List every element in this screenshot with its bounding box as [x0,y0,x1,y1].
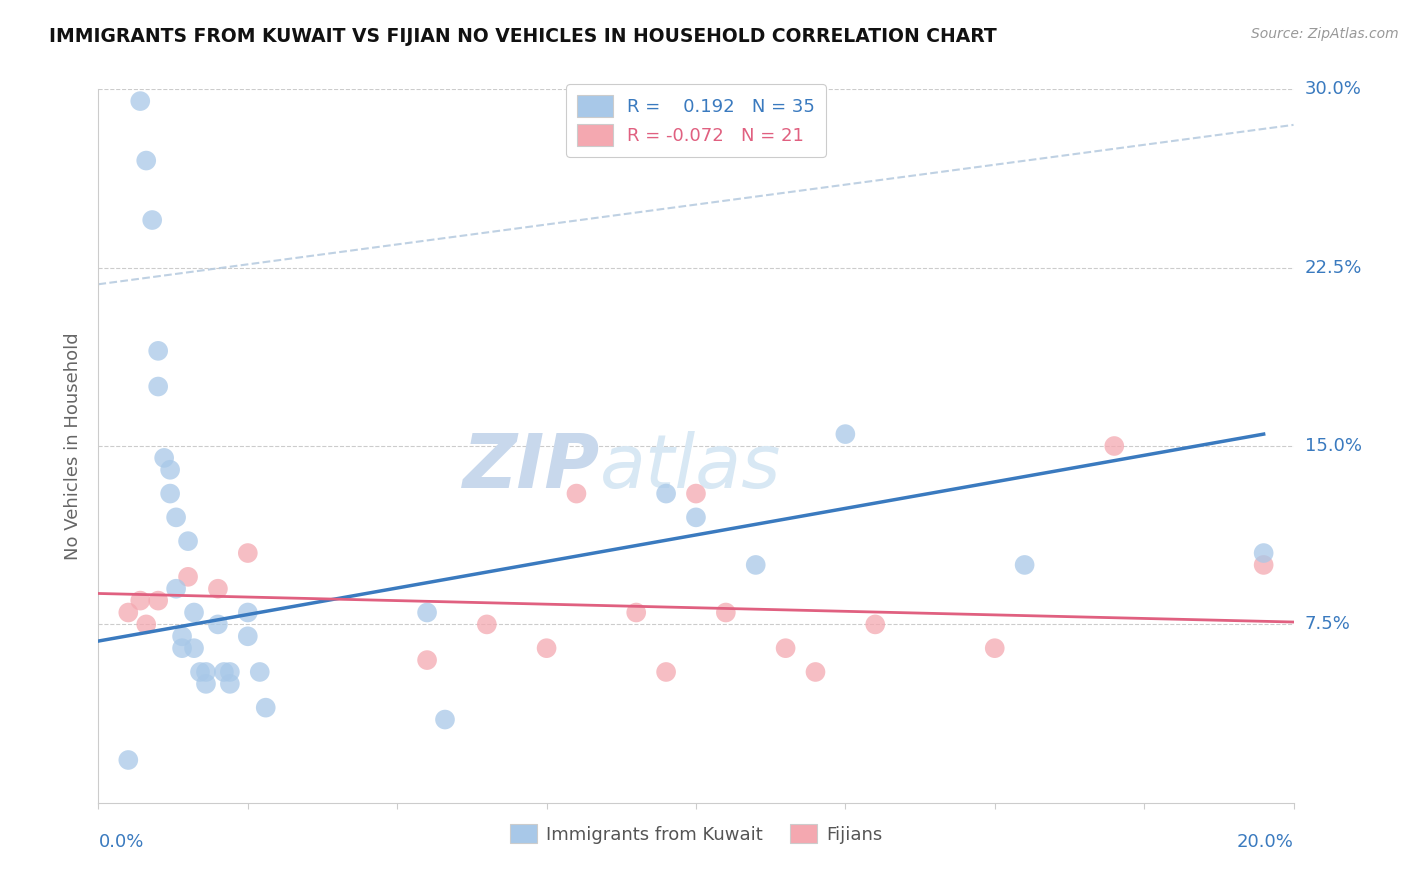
Text: 20.0%: 20.0% [1237,833,1294,851]
Point [834,427,856,442]
Point [207,617,229,632]
Text: 22.5%: 22.5% [1305,259,1362,277]
Point [1014,558,1036,572]
Point [135,153,157,168]
Point [254,700,277,714]
Point [236,606,259,620]
Point [655,486,678,500]
Point [177,534,200,549]
Point [165,582,187,596]
Point [249,665,271,679]
Point [475,617,498,632]
Point [804,665,827,679]
Point [183,606,205,620]
Point [188,665,211,679]
Point [153,450,176,465]
Point [165,510,187,524]
Legend: Immigrants from Kuwait, Fijians: Immigrants from Kuwait, Fijians [502,817,890,851]
Text: 15.0%: 15.0% [1305,437,1361,455]
Point [1253,558,1275,572]
Point [236,546,259,560]
Point [159,486,181,500]
Point [219,665,242,679]
Point [129,94,152,108]
Point [775,641,797,656]
Point [129,593,152,607]
Point [655,665,678,679]
Text: 7.5%: 7.5% [1305,615,1351,633]
Point [536,641,558,656]
Point [117,606,139,620]
Text: atlas: atlas [600,432,782,503]
Point [194,665,218,679]
Point [434,713,457,727]
Point [148,379,170,393]
Point [983,641,1005,656]
Point [159,463,181,477]
Point [565,486,588,500]
Text: IMMIGRANTS FROM KUWAIT VS FIJIAN NO VEHICLES IN HOUSEHOLD CORRELATION CHART: IMMIGRANTS FROM KUWAIT VS FIJIAN NO VEHI… [49,27,997,45]
Point [212,665,235,679]
Point [685,510,707,524]
Point [183,641,205,656]
Point [236,629,259,643]
Point [148,343,170,358]
Text: 30.0%: 30.0% [1305,80,1361,98]
Point [416,606,439,620]
Text: ZIP: ZIP [463,431,600,504]
Point [685,486,707,500]
Y-axis label: No Vehicles in Household: No Vehicles in Household [65,332,83,560]
Point [177,570,200,584]
Text: Source: ZipAtlas.com: Source: ZipAtlas.com [1251,27,1399,41]
Point [172,629,194,643]
Point [865,617,887,632]
Point [714,606,737,620]
Point [172,641,194,656]
Point [624,606,647,620]
Text: 0.0%: 0.0% [98,833,143,851]
Point [135,617,157,632]
Point [1104,439,1126,453]
Point [207,582,229,596]
Point [416,653,439,667]
Point [1253,546,1275,560]
Point [117,753,139,767]
Point [148,593,170,607]
Point [194,677,218,691]
Point [219,677,242,691]
Point [745,558,768,572]
Point [141,213,163,227]
